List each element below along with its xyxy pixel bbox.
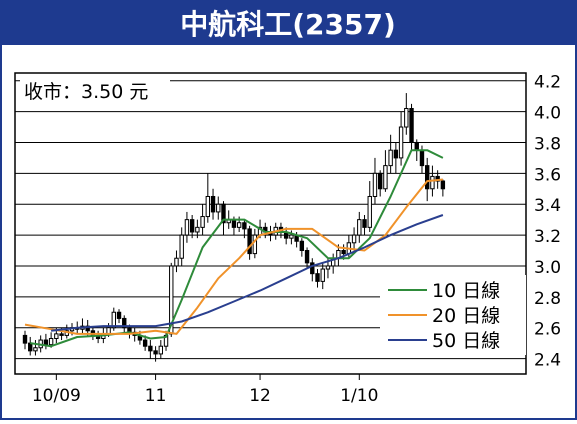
candle-body [398, 126, 404, 159]
candle-body [142, 339, 148, 347]
candle-body [419, 149, 425, 167]
chart-title: 中航科工(2357) [180, 8, 396, 41]
candle-body [43, 339, 49, 346]
y-tick-label: 2.6 [534, 320, 561, 340]
series-line-2 [50, 214, 444, 332]
candle-body [122, 317, 127, 329]
candle-body [372, 172, 378, 197]
candle-body [377, 172, 383, 190]
candle-body [48, 337, 54, 346]
candle-body [409, 108, 414, 143]
candle-body [393, 149, 399, 159]
candle-body [179, 234, 184, 259]
candle-body [33, 347, 38, 352]
candle-body [440, 180, 446, 190]
candle-body [351, 234, 357, 244]
y-tick-label: 3.2 [534, 227, 561, 247]
candle-body [153, 350, 158, 355]
candle-body [425, 165, 430, 190]
candle-body [236, 222, 242, 228]
x-tick-label: 10/09 [32, 386, 81, 406]
candle-body [383, 165, 388, 190]
candle-body [205, 195, 211, 218]
candle-body [22, 334, 28, 344]
candle-body [221, 203, 226, 224]
y-tick-label: 3.8 [534, 134, 561, 154]
candle-body [299, 240, 305, 252]
candle-body [320, 268, 325, 282]
y-tick-label: 4.2 [534, 73, 561, 93]
x-tick-label: 11 [145, 386, 167, 406]
candle-body [184, 219, 190, 236]
title-bar [0, 0, 577, 44]
x-tick-label: 1/10 [340, 386, 378, 406]
candle-body [148, 345, 153, 352]
close-annotation: 收市：3.50 元 [24, 81, 148, 103]
candle-body [289, 234, 294, 239]
candle-body [325, 265, 331, 270]
grid-group [15, 80, 526, 360]
candle-body [54, 333, 59, 339]
candle-body [430, 175, 435, 190]
legend: 10 日線 20 日線 50 日線 [388, 280, 500, 352]
candle-body [158, 345, 164, 355]
candle-body [341, 250, 346, 255]
candle-body [231, 219, 237, 228]
tick-group: 2.4 2.6 2.8 3.0 3.2 3.4 3.6 3.8 4.0 4.2 10/09 11 12 1… [32, 73, 561, 406]
y-tick-label: 3.4 [534, 196, 561, 216]
annotation-bg [20, 77, 170, 103]
series-line-1 [24, 178, 444, 335]
y-tick-label: 4.0 [534, 104, 561, 124]
candle-body [388, 149, 393, 167]
y-tick-label: 2.8 [534, 289, 561, 309]
series-group [24, 149, 444, 348]
x-tick-label: 12 [249, 386, 271, 406]
legend-label-1: 20 日線 [432, 305, 500, 327]
candle-body [116, 311, 122, 319]
candle-body [189, 219, 195, 233]
candle-body [357, 219, 362, 236]
candle-body [252, 234, 258, 255]
candle-body [362, 219, 367, 228]
candle-body [315, 273, 320, 282]
legend-label-2: 50 日線 [432, 330, 500, 352]
candle-body [174, 257, 179, 267]
candle-body [195, 226, 200, 233]
y-tick-label: 2.4 [534, 351, 561, 371]
legend-label-0: 10 日線 [432, 280, 500, 302]
outer-frame [0, 43, 577, 420]
candle-body [404, 108, 409, 128]
candle-body [414, 141, 419, 151]
y-tick-label: 3.6 [534, 165, 561, 185]
candle-body [210, 195, 216, 213]
candle-body [247, 228, 252, 255]
candle-body [59, 333, 64, 336]
candle-body [216, 203, 221, 213]
candle-body [242, 222, 247, 230]
candle-body [367, 195, 372, 228]
candle-body [111, 311, 116, 329]
y-tick-label: 3.0 [534, 258, 561, 278]
candle-body [310, 262, 315, 275]
candle-body [200, 216, 205, 228]
candle-body [435, 175, 440, 182]
candle-body [304, 250, 310, 264]
